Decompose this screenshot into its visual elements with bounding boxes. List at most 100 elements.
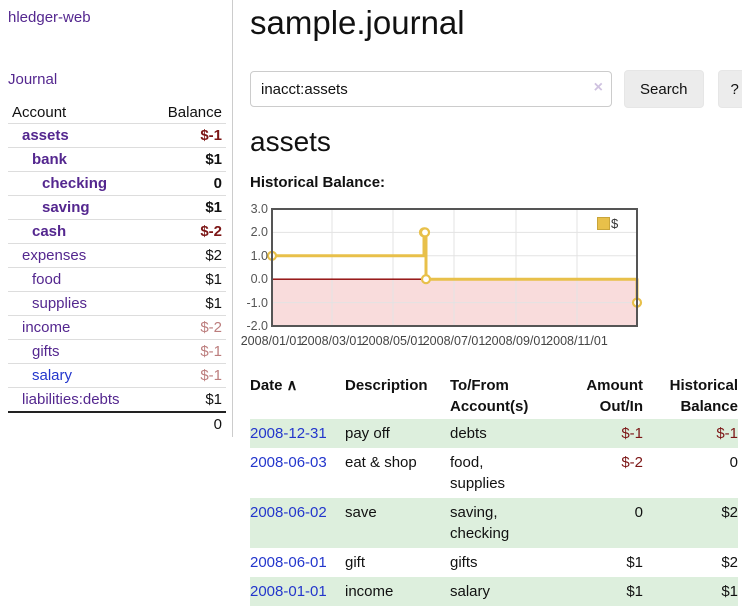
y-axis-tick-label: 2.0 [250,225,268,240]
transaction-balance: 0 [729,454,738,471]
transaction-balance: $2 [721,554,738,571]
balance-chart-canvas [266,208,643,327]
transaction-date-link[interactable]: 2008-06-01 [250,554,327,571]
account-row: food $1 [8,267,226,292]
account-balance: $-2 [149,315,226,340]
account-balance: $-1 [149,123,226,148]
transaction-description: gift [345,554,366,571]
transaction-amount: $-2 [621,454,643,471]
accounts-total-row: 0 [8,411,226,436]
register-header-row: Date ∧ Description To/From Account(s) Amou… [250,373,738,419]
account-row: bank $1 [8,147,226,172]
chart-heading: Historical Balance: [250,174,386,191]
app-brand-link[interactable]: hledger-web [8,9,91,26]
accounts-column-header: To/From Account(s) [450,377,529,415]
transaction-balance: $2 [721,504,738,521]
account-link-assets[interactable]: assets [22,127,69,144]
register-row: 2008-06-03 eat & shop food, supplies $-2 0 [250,448,738,498]
transaction-date-link[interactable]: 2008-01-01 [250,583,327,600]
page-title: sample.journal [250,4,465,41]
account-row: income $-2 [8,315,226,340]
transaction-amount: $1 [626,583,643,600]
account-row: supplies $1 [8,291,226,316]
sort-asc-icon: ∧ [286,377,298,394]
transaction-balance: $-1 [716,425,738,442]
y-axis-tick-label: 0.0 [250,272,268,287]
x-axis-tick-label: 2008/03/01 [300,334,364,348]
account-balance: $1 [149,291,226,316]
account-row: liabilities:debts $1 [8,387,226,413]
sidebar-divider [232,0,233,437]
transaction-date-link[interactable]: 2008-06-02 [250,504,327,521]
balance-column-header: Balance [149,102,226,124]
search-input[interactable] [250,71,612,107]
search-button[interactable]: Search [624,70,704,108]
historical-balance-chart: 3.0 2.0 1.0 0.0 -1.0 -2.0 2008/01/01 2008/03/01… [241,202,650,351]
account-balance: $2 [149,243,226,268]
account-link-gifts[interactable]: gifts [32,343,60,360]
y-axis-tick-label: -2.0 [246,319,268,333]
account-row: cash $-2 [8,219,226,244]
x-axis-tick-label: 2008/07/01 [422,334,486,348]
transaction-date-link[interactable]: 2008-12-31 [250,425,327,442]
date-column-header[interactable]: Date ∧ [250,377,298,394]
search-help-button[interactable]: ? [717,70,742,108]
clear-search-icon[interactable]: × [593,79,603,96]
transaction-accounts: salary [450,583,491,600]
transaction-amount: 0 [634,504,643,521]
account-page-title: assets [250,126,331,157]
account-balance: $1 [149,195,226,220]
account-balance: $1 [149,387,226,413]
transaction-description: pay off [345,425,390,442]
amount-column-header: Amount Out/In [586,377,643,415]
y-axis-tick-label: 1.0 [250,248,268,263]
y-axis-tick-label: -1.0 [246,295,268,310]
account-column-header: Account [8,102,150,124]
account-balance: 0 [149,171,226,196]
legend-swatch-icon [597,217,610,230]
transaction-amount: $-1 [621,425,643,442]
description-column-header: Description [345,377,428,394]
register-row: 2008-01-01 income salary $1 $1 [250,577,738,606]
account-link-liabilities-debts[interactable]: liabilities:debts [22,391,120,408]
account-link-income[interactable]: income [22,319,71,336]
account-link-salary[interactable]: salary [32,367,73,384]
transaction-accounts: gifts [450,554,478,571]
account-row: gifts $-1 [8,339,226,364]
transaction-description: eat & shop [345,454,417,471]
x-axis-tick-label: 2008/09/01 [484,334,548,348]
sidebar-item-journal[interactable]: Journal [8,71,58,88]
transaction-description: save [345,504,377,521]
account-row: checking 0 [8,171,226,196]
transaction-accounts: saving, checking [450,504,510,542]
sidebar: hledger-web Journal Account Balance asse… [0,0,232,436]
account-balance: $1 [149,267,226,292]
transaction-description: income [345,583,394,600]
register-row: 2008-12-31 pay off debts $-1 $-1 [250,419,738,448]
transaction-balance: $1 [721,583,738,600]
account-link-cash[interactable]: cash [32,223,67,240]
account-link-supplies[interactable]: supplies [32,295,88,312]
transaction-date-link[interactable]: 2008-06-03 [250,454,327,471]
account-link-bank[interactable]: bank [32,151,68,168]
x-axis-tick-label: 2008/05/01 [361,334,425,348]
transaction-accounts: food, supplies [450,454,506,492]
chart-legend: $ [597,216,618,231]
account-row: expenses $2 [8,243,226,268]
account-link-expenses[interactable]: expenses [22,247,87,264]
account-row: assets $-1 [8,123,226,148]
account-link-food[interactable]: food [32,271,62,288]
account-link-saving[interactable]: saving [42,199,90,216]
account-link-checking[interactable]: checking [42,175,108,192]
account-table-header: Account Balance [8,102,226,124]
register-row: 2008-06-01 gift gifts $1 $2 [250,548,738,577]
x-axis-tick-label: 2008/11/01 [546,334,608,348]
x-axis-tick-label: 2008/01/01 [240,334,304,348]
account-balance: $-2 [149,219,226,244]
account-balance: $-1 [149,339,226,364]
account-balance-table: Account Balance assets $-1 bank $1 checking 0… [8,102,226,436]
register-row: 2008-06-02 save saving, checking 0 $2 [250,498,738,548]
account-balance: $-1 [149,363,226,388]
accounts-total-value: 0 [8,411,226,436]
account-balance: $1 [149,147,226,172]
